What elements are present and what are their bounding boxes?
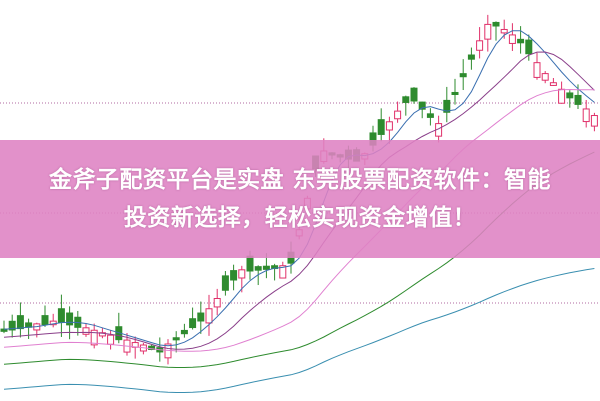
candle-body	[525, 39, 533, 55]
candle-body	[533, 62, 541, 78]
candle-body	[230, 270, 238, 281]
candle-body	[492, 21, 500, 27]
headline-line-2: 投资新选择，轻松实现资金增值！	[123, 205, 477, 231]
ma20-line	[3, 88, 595, 352]
candle-body	[197, 312, 205, 322]
candle-body	[262, 265, 270, 270]
candle-body	[107, 334, 115, 345]
candle-body	[25, 322, 33, 328]
candle-body	[82, 327, 90, 335]
candle-body	[500, 28, 508, 34]
candle-body	[172, 337, 180, 341]
candle-body	[451, 91, 459, 95]
candle-body	[238, 269, 246, 279]
candle-body	[279, 265, 287, 279]
candle-body	[213, 298, 221, 308]
candle-body	[517, 38, 525, 44]
candle-body	[484, 23, 492, 40]
candle-body	[377, 119, 385, 135]
candle-body	[402, 96, 410, 103]
candle-body	[148, 345, 156, 350]
candle-body	[541, 73, 549, 81]
candle-body	[254, 266, 262, 271]
candle-body	[189, 318, 197, 329]
candle-body	[57, 308, 65, 323]
headline-banner: 金斧子配资平台是实盘 东莞股票配资软件：智能 投资新选择，轻松实现资金增值！	[0, 140, 600, 258]
candle-body	[394, 110, 402, 120]
candle-body	[574, 94, 582, 105]
ma10-line	[3, 51, 595, 350]
candle-body	[205, 308, 213, 324]
candle-body	[246, 255, 254, 272]
headline-line-1: 金斧子配资平台是实盘 东莞股票配资软件：智能	[48, 167, 551, 193]
candle-body	[66, 312, 74, 326]
candle-body	[16, 315, 24, 330]
candle-body	[590, 115, 598, 127]
candle-body	[443, 99, 451, 113]
candle-body	[418, 101, 426, 110]
candle-body	[8, 320, 16, 331]
candle-body	[476, 40, 484, 51]
candle-body	[508, 34, 516, 44]
candle-body	[459, 73, 467, 78]
candle-body	[566, 92, 574, 99]
ma80-line	[3, 268, 595, 393]
candle-body	[549, 82, 557, 86]
candle-body	[385, 121, 393, 131]
candle-body	[467, 54, 475, 60]
candle-body	[180, 329, 188, 335]
candle-body	[582, 108, 590, 123]
candle-body	[41, 315, 49, 326]
candle-body	[221, 275, 229, 291]
candle-body	[90, 329, 98, 346]
candle-body	[410, 87, 418, 102]
ma5-line	[3, 30, 595, 347]
candle-body	[426, 113, 434, 118]
candle-body	[558, 88, 566, 104]
